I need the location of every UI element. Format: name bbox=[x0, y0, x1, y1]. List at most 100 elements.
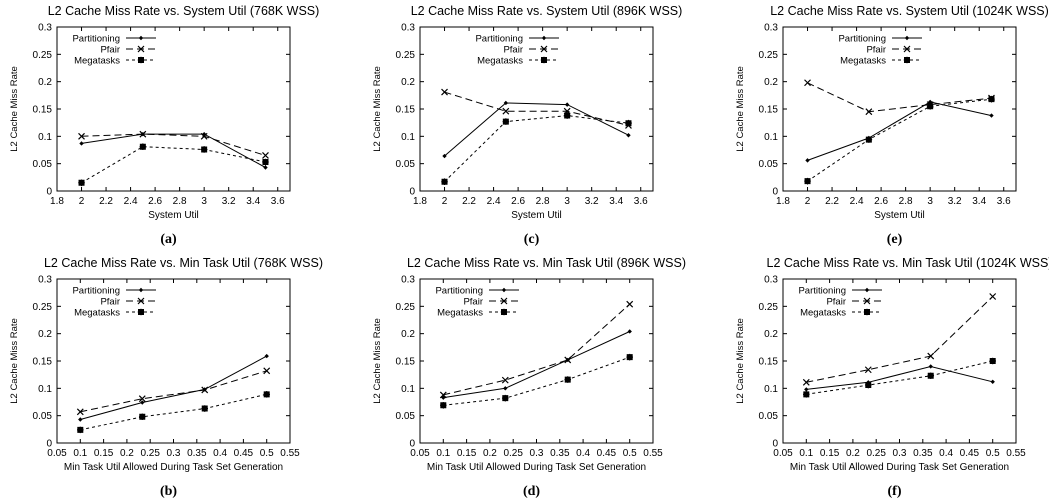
series-2-point-3 bbox=[263, 391, 270, 398]
x-tick-label: 0.2 bbox=[483, 448, 497, 459]
series-0-point-0 bbox=[804, 387, 809, 392]
y-axis-label: L2 Cache Miss Rate bbox=[735, 66, 746, 152]
y-tick-label: 0.15 bbox=[396, 357, 416, 368]
series-0-point-3 bbox=[627, 329, 632, 334]
x-tick-label: 2.4 bbox=[124, 196, 138, 207]
y-tick-label: 0.2 bbox=[764, 329, 778, 340]
series-0-point-0 bbox=[805, 158, 810, 163]
series-line-megatasks bbox=[81, 146, 266, 184]
y-tick-label: 0.05 bbox=[396, 159, 416, 170]
chart-panel: L2 Cache Miss Rate vs. Min Task Util (76… bbox=[9, 256, 323, 499]
x-tick-label: 0.15 bbox=[820, 448, 840, 459]
y-tick-label: 0.05 bbox=[759, 411, 779, 422]
series-legend-point-1 bbox=[500, 297, 508, 305]
series-line-megatasks bbox=[444, 115, 629, 183]
x-tick-label: 0.45 bbox=[597, 448, 617, 459]
series-0-point-3 bbox=[989, 113, 994, 118]
y-tick-label: 0.25 bbox=[759, 302, 779, 313]
x-tick-label: 3.6 bbox=[634, 196, 648, 207]
series-2-point-0 bbox=[441, 178, 448, 186]
series-line-pfair bbox=[443, 303, 631, 396]
series-2-point-0 bbox=[78, 179, 85, 187]
series-line-partitioning bbox=[807, 101, 992, 161]
series-1-point-0 bbox=[804, 79, 811, 87]
chart-panel: L2 Cache Miss Rate vs. System Util (768K… bbox=[9, 4, 319, 247]
x-tick-label: 0.4 bbox=[576, 448, 590, 459]
y-tick-label: 0.2 bbox=[764, 77, 778, 88]
x-tick-label: 3 bbox=[201, 196, 207, 207]
y-tick-label: 0.05 bbox=[396, 411, 416, 422]
series-2-point-2 bbox=[927, 372, 935, 380]
series-legend-point-0 bbox=[138, 35, 144, 41]
series-0-point-2 bbox=[928, 364, 933, 369]
legend-label: Partitioning bbox=[435, 286, 483, 297]
series-2-point-3 bbox=[988, 95, 995, 103]
x-tick-label: 0.3 bbox=[167, 448, 181, 459]
chart-title: L2 Cache Miss Rate vs. System Util (1024… bbox=[770, 4, 1049, 18]
x-tick-label: 0.2 bbox=[120, 448, 134, 459]
x-tick-label: 2.8 bbox=[536, 196, 550, 207]
x-tick-label: 3.2 bbox=[222, 196, 236, 207]
series-legend-point-1 bbox=[137, 297, 145, 305]
series-2-point-1 bbox=[501, 394, 509, 402]
y-tick-label: 0.05 bbox=[759, 159, 779, 170]
panel-caption: (e) bbox=[887, 232, 903, 247]
legend-label: Megatasks bbox=[74, 308, 120, 319]
series-legend-point-0 bbox=[904, 35, 910, 41]
series-2-point-1 bbox=[865, 136, 873, 143]
legend-label: Megatasks bbox=[437, 308, 483, 319]
series-2-point-3 bbox=[626, 353, 633, 361]
y-tick-label: 0.3 bbox=[38, 23, 52, 34]
x-tick-label: 0.35 bbox=[550, 448, 570, 459]
series-1-point-3 bbox=[263, 367, 271, 375]
legend-label: Megatasks bbox=[477, 56, 523, 67]
series-2-point-3 bbox=[262, 158, 269, 166]
x-tick-label: 0.25 bbox=[866, 448, 886, 459]
y-tick-label: 0.1 bbox=[764, 132, 778, 143]
series-legend-point-2 bbox=[137, 56, 145, 64]
x-tick-label: 0.3 bbox=[530, 448, 544, 459]
series-legend-point-0 bbox=[138, 287, 144, 293]
x-tick-label: 2.8 bbox=[899, 196, 913, 207]
y-tick-label: 0.2 bbox=[38, 77, 52, 88]
series-1-point-0 bbox=[802, 378, 810, 386]
series-1-point-1 bbox=[865, 108, 873, 116]
series-legend-point-2 bbox=[500, 308, 508, 316]
series-line-partitioning bbox=[444, 102, 629, 157]
x-tick-label: 3.4 bbox=[246, 196, 260, 207]
x-axis-label: System Util bbox=[511, 210, 562, 221]
series-2-point-3 bbox=[989, 357, 996, 365]
x-tick-label: 0.45 bbox=[234, 448, 254, 459]
legend-label: Partitioning bbox=[798, 286, 846, 297]
legend-label: Pfair bbox=[826, 297, 846, 308]
series-1-point-0 bbox=[76, 408, 84, 416]
series-2-point-2 bbox=[926, 102, 934, 110]
x-axis-label: Min Task Util Allowed During Task Set Ge… bbox=[64, 462, 283, 473]
series-line-partitioning bbox=[806, 365, 993, 390]
series-2-point-0 bbox=[77, 426, 84, 434]
x-tick-label: 0.25 bbox=[503, 448, 523, 459]
y-tick-label: 0.2 bbox=[38, 329, 52, 340]
series-0-point-1 bbox=[140, 400, 145, 405]
series-0-point-2 bbox=[927, 99, 933, 105]
x-tick-label: 0.2 bbox=[846, 448, 860, 459]
y-tick-label: 0.15 bbox=[759, 357, 779, 368]
x-tick-label: 0.35 bbox=[187, 448, 207, 459]
series-1-point-1 bbox=[864, 366, 872, 374]
x-tick-label: 0.1 bbox=[436, 448, 450, 459]
x-tick-label: 0.05 bbox=[47, 448, 67, 459]
panel-caption: (d) bbox=[523, 484, 540, 499]
chart-panel: L2 Cache Miss Rate vs. Min Task Util (10… bbox=[735, 256, 1049, 499]
series-1-point-2 bbox=[200, 132, 208, 140]
y-tick-label: 0.25 bbox=[33, 302, 53, 313]
x-tick-label: 0.4 bbox=[939, 448, 953, 459]
y-axis-label: L2 Cache Miss Rate bbox=[735, 318, 746, 404]
y-axis-label: L2 Cache Miss Rate bbox=[9, 318, 20, 404]
x-tick-label: 0.25 bbox=[140, 448, 160, 459]
series-1-point-0 bbox=[78, 132, 85, 140]
y-tick-label: 0.2 bbox=[401, 329, 415, 340]
y-tick-label: 0.3 bbox=[764, 23, 778, 34]
chart-title: L2 Cache Miss Rate vs. Min Task Util (10… bbox=[767, 256, 1049, 270]
chart-title: L2 Cache Miss Rate vs. Min Task Util (89… bbox=[407, 256, 686, 270]
